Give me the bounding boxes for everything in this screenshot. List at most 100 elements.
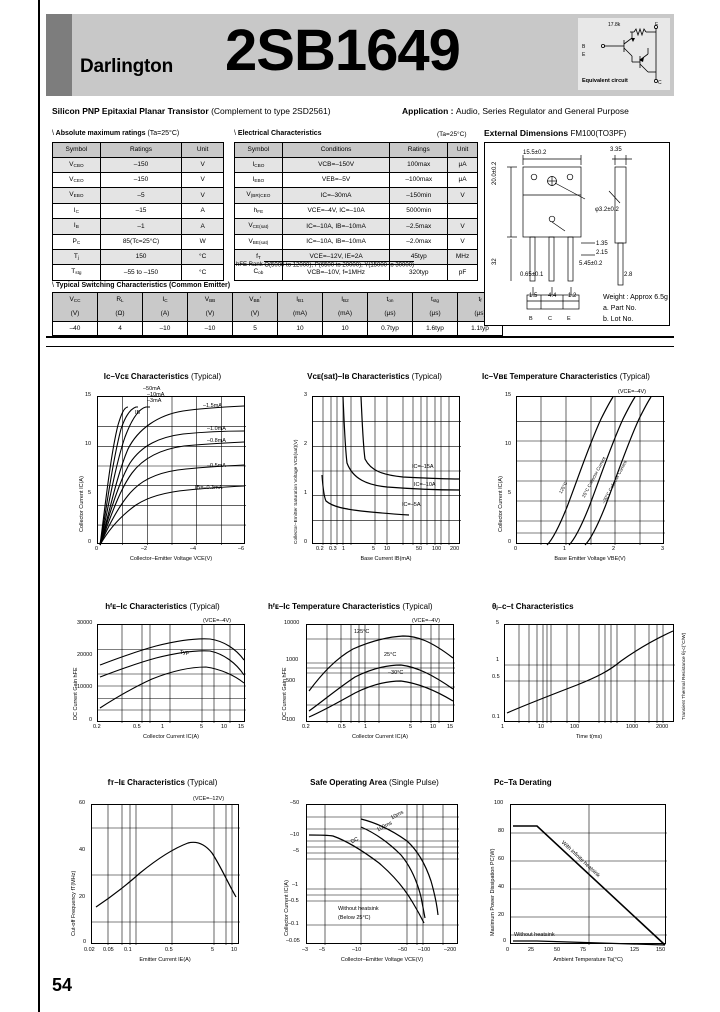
chart-condition: (VCE=–4V) — [618, 389, 646, 395]
xtick: 5 — [409, 724, 413, 730]
xtick: 75 — [580, 947, 587, 953]
chart-ylabel: DC Current Gain hFE — [282, 667, 288, 720]
xtick: 15 — [238, 724, 245, 730]
cell-ratings: –2.0max — [389, 233, 449, 251]
soa-note-2: (Below 25°C) — [338, 915, 371, 921]
curve-label: IC=–10A — [414, 482, 436, 488]
chart-title-bold: Iᴄ–Vʙᴇ Temperature Characteristics — [482, 372, 618, 381]
cell-ratings: –150min — [389, 187, 449, 204]
ytick: 500 — [286, 678, 296, 684]
switching-caption-text: Typical Switching Characteristics (Commo… — [55, 282, 231, 289]
cell-ib2: 10 — [322, 320, 368, 337]
pin-label-b: B — [529, 316, 533, 322]
cell-unit: V — [181, 171, 224, 189]
plot-area — [510, 804, 667, 946]
xtick: 10 — [538, 724, 545, 730]
cell-rating: –150 — [99, 156, 183, 173]
ytick: 0.1 — [492, 714, 500, 720]
cell-symbol: VBE(sat) — [234, 233, 283, 251]
cell-unit: °C — [181, 264, 224, 281]
xtick: 0.02 — [84, 947, 95, 953]
plot-curves — [307, 625, 455, 723]
table-row: V(BR)CEO IC=–30mA –150min V — [234, 187, 478, 204]
plot-area — [97, 396, 246, 546]
chart-title-bold: Safe Operating Area — [310, 778, 387, 787]
electrical-characteristics-table: Symbol Conditions Ratings Unit ICBO VCB=… — [234, 142, 478, 281]
equivalent-circuit-caption: Equivalent circuit — [582, 78, 628, 84]
cell-unit: V — [181, 187, 224, 204]
curve-label: –50mA — [143, 386, 161, 392]
chart-title-bold: Pᴄ–Ta Derating — [494, 778, 552, 787]
header-band — [46, 14, 674, 96]
pin-label-c: C — [548, 316, 552, 322]
cell-ic: –10 — [142, 320, 188, 337]
cell-symbol: IB — [52, 218, 101, 235]
chart-title: Pᴄ–Ta Derating — [494, 778, 720, 787]
table-row: Tstg –55 to –150 °C — [52, 264, 224, 281]
chart-ft-ie: fᴛ–Iᴇ Characteristics (Typical) 60 40 20 — [55, 778, 270, 978]
chart-title: Vᴄᴇ(sat)–Iʙ Characteristics (Typical) — [272, 372, 477, 381]
ytick: 20000 — [77, 652, 93, 658]
left-edge-bar — [38, 0, 40, 1012]
table-row: IEBO VEB=–5V –100max μA — [234, 171, 478, 189]
plot-area — [312, 396, 461, 545]
external-dimensions-drawing — [484, 142, 670, 326]
xtick: 0.2 — [93, 724, 101, 730]
cell-conditions: IC=–10A, IB=–10mA — [281, 218, 391, 235]
chart-ylabel: Collector Current IC(A) — [79, 476, 85, 532]
curve-label: –1.5mA — [203, 403, 222, 409]
cell-conditions: VCB=–150V — [281, 156, 391, 173]
xtick: 100 — [570, 724, 580, 730]
cell-unit: μA — [447, 171, 478, 189]
chart-xlabel: Ambient Temperature Ta(°C) — [553, 957, 623, 963]
cell-symbol: VCEO — [52, 171, 101, 189]
cell-ratings: –100max — [389, 171, 449, 189]
xtick: 0.05 — [103, 947, 114, 953]
col-ib2: IB2 (mA) — [322, 292, 368, 322]
xtick: 0 — [95, 546, 99, 552]
external-dimensions-package: FM100(TO3PF) — [570, 129, 627, 138]
xtick: 1 — [563, 546, 567, 552]
dim-lead-thickness: 0.65±0.1 — [520, 272, 544, 278]
cell-symbol: VCBO — [52, 156, 101, 173]
ib-arrow-label: IB — [135, 410, 141, 416]
ytick: 20 — [79, 894, 86, 900]
cell-rating: –1 — [99, 218, 183, 235]
chart-ic-vbe-temp: Iᴄ–Vʙᴇ Temperature Characteristics (Typi… — [478, 372, 708, 577]
curve-label: 125°C — [354, 629, 370, 635]
cell-unit: V — [181, 156, 224, 173]
chart-xlabel: Collector Current IC(A) — [143, 734, 199, 740]
chart-xlabel: Collector–Emitter Voltage VCE(V) — [340, 957, 424, 963]
cell-unit: °C — [181, 249, 224, 266]
cell-rl: 4 — [97, 320, 143, 337]
curve-label: 25°C — [384, 652, 397, 658]
xtick: 100 — [604, 947, 614, 953]
xtick: 10 — [430, 724, 437, 730]
xtick: 50 — [554, 947, 561, 953]
dim-height: 20.0±0.2 — [492, 161, 498, 185]
chart-title-bold: θⱼ₋ᴄ–t Characteristics — [492, 602, 574, 611]
col-vbb2: VBB′ (V) — [232, 292, 278, 322]
curve-label: IC=–15A — [412, 464, 434, 470]
chart-title: Iᴄ–Vʙᴇ Temperature Characteristics (Typi… — [482, 372, 712, 381]
ytick: 10 — [505, 441, 512, 447]
cell-rating: 85(Tc=25°C) — [99, 233, 183, 251]
application-value: Audio, Series Regulator and General Purp… — [455, 106, 629, 116]
xtick: 0.3 — [329, 546, 337, 552]
eq-terminal-b: B — [582, 44, 586, 50]
chart-title: fᴛ–Iᴇ Characteristics (Typical) — [55, 778, 270, 787]
table-row: VBE(sat) IC=–10A, IB=–10mA –2.0max V — [234, 233, 478, 251]
cell-symbol: Tj — [52, 249, 101, 266]
chart-condition: (VCE=–12V) — [193, 796, 225, 802]
equivalent-circuit-diagram — [578, 18, 670, 90]
dim-side-depth: 2.8 — [624, 272, 633, 278]
xtick: 10 — [231, 947, 238, 953]
cell-rating: –150 — [99, 171, 183, 189]
plot-area — [306, 624, 455, 723]
table-row: VCEO –150 V — [52, 171, 224, 189]
xtick: 0 — [514, 546, 518, 552]
ytick: 10000 — [284, 620, 300, 626]
chart-title-norm: (Typical) — [411, 372, 442, 381]
ytick: 60 — [79, 800, 86, 806]
device-description-bold: Silicon PNP Epitaxial Planar Transistor — [52, 106, 209, 116]
